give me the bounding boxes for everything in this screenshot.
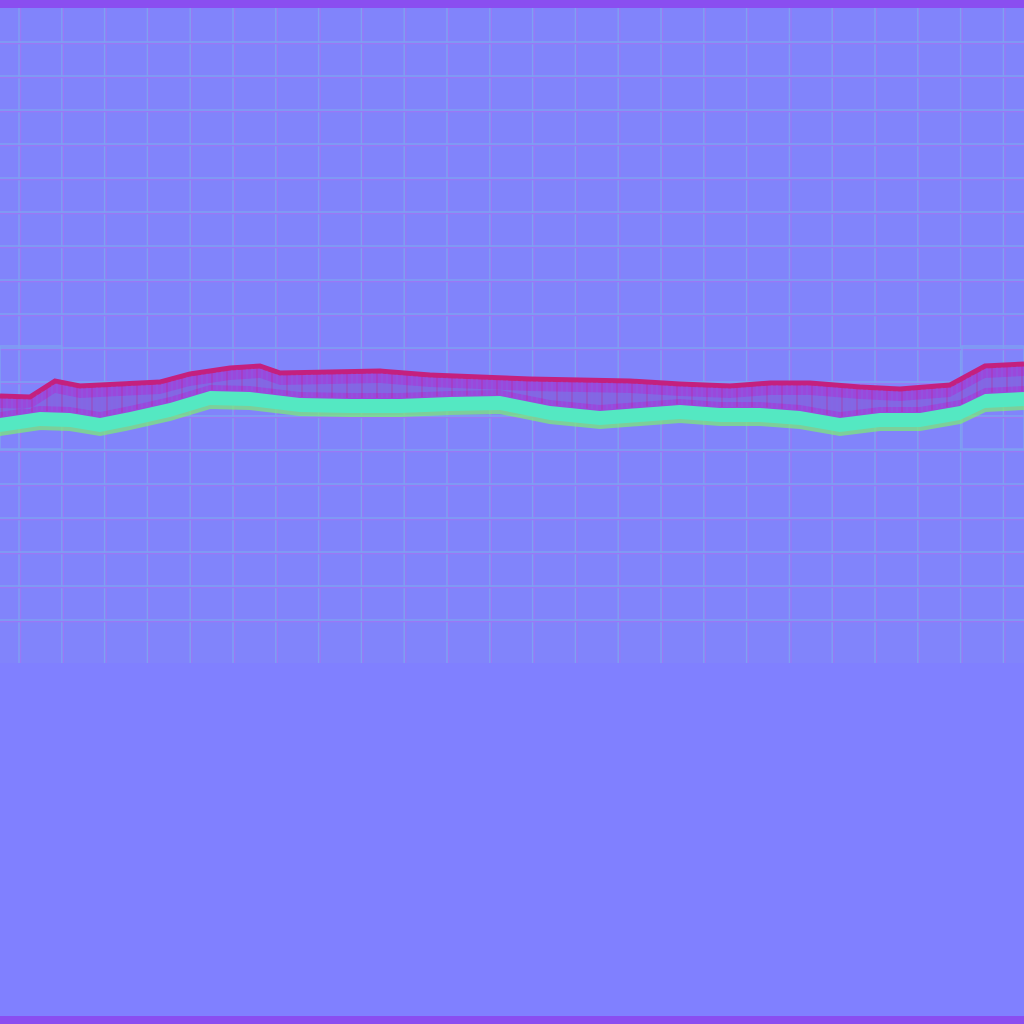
tiled-region-tint — [0, 8, 1024, 663]
crack-band — [0, 361, 1024, 437]
tile-grid — [0, 8, 1024, 663]
crack-top-edge — [0, 361, 1024, 400]
crack-inner-band — [0, 376, 1024, 412]
top-border-band — [0, 0, 1024, 8]
crack-striations — [1, 366, 1023, 417]
bottom-border-band — [0, 1016, 1024, 1024]
